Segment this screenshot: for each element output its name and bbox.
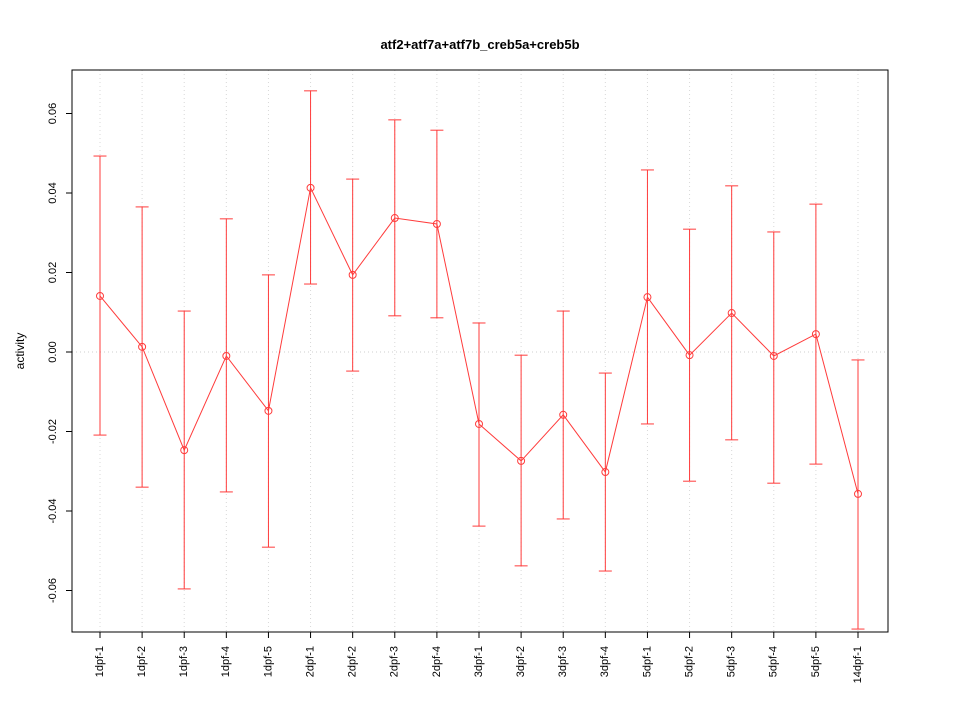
data-point — [559, 410, 568, 419]
x-tick-label: 5dpf-3 — [726, 646, 738, 677]
y-axis-label: activity — [13, 333, 27, 370]
data-point — [390, 214, 399, 223]
data-point — [475, 419, 483, 428]
y-tick-label: -0.04 — [47, 498, 59, 523]
error-bar — [851, 359, 865, 630]
error-bar — [767, 231, 781, 484]
data-point — [769, 351, 778, 360]
data-point — [811, 330, 820, 339]
data-point — [264, 406, 273, 415]
y-tick-label: 0.04 — [47, 182, 59, 203]
x-tick-label: 1dpf-1 — [94, 646, 106, 677]
data-point — [601, 468, 610, 477]
data-point — [854, 489, 862, 498]
data-point — [96, 291, 104, 300]
y-tick-label: 0.02 — [47, 262, 59, 283]
x-tick-label: 2dpf-1 — [304, 646, 316, 677]
data-point — [643, 293, 652, 302]
data-line — [99, 186, 859, 495]
data-point — [306, 183, 315, 192]
y-tick-label: -0.02 — [47, 419, 59, 444]
x-tick-label: 2dpf-2 — [347, 646, 359, 677]
data-point — [432, 220, 441, 229]
data-point — [517, 456, 526, 465]
data-point — [727, 309, 736, 318]
x-tick-label: 2dpf-4 — [431, 646, 443, 677]
x-tick-label: 5dpf-5 — [810, 646, 822, 677]
error-bar — [93, 155, 107, 436]
x-tick-label: 1dpf-2 — [136, 646, 148, 677]
x-tick-label: 5dpf-2 — [683, 646, 695, 677]
x-tick-label: 3dpf-1 — [473, 646, 485, 677]
data-point — [180, 446, 189, 455]
chart-title: atf2+atf7a+atf7b_creb5a+creb5b — [380, 37, 579, 52]
x-tick-label: 1dpf-4 — [220, 646, 232, 677]
y-tick-label: 0.00 — [47, 341, 59, 362]
x-tick-label: 3dpf-3 — [557, 646, 569, 677]
x-tick-label: 5dpf-1 — [641, 646, 653, 677]
y-tick-label: 0.06 — [47, 103, 59, 124]
x-tick-label: 14dpf-1 — [852, 646, 864, 683]
x-tick-label: 2dpf-3 — [389, 646, 401, 677]
x-tick-label: 5dpf-4 — [768, 646, 780, 677]
x-tick-label: 1dpf-3 — [178, 646, 190, 677]
x-tick-label: 3dpf-4 — [599, 646, 611, 677]
data-point — [138, 342, 147, 351]
x-tick-label: 3dpf-2 — [515, 646, 527, 677]
plot-box — [71, 69, 889, 633]
x-tick-label: 1dpf-5 — [262, 646, 274, 677]
data-point — [348, 270, 357, 279]
data-point — [685, 351, 694, 360]
data-point — [222, 351, 231, 360]
y-tick-label: -0.06 — [47, 578, 59, 603]
